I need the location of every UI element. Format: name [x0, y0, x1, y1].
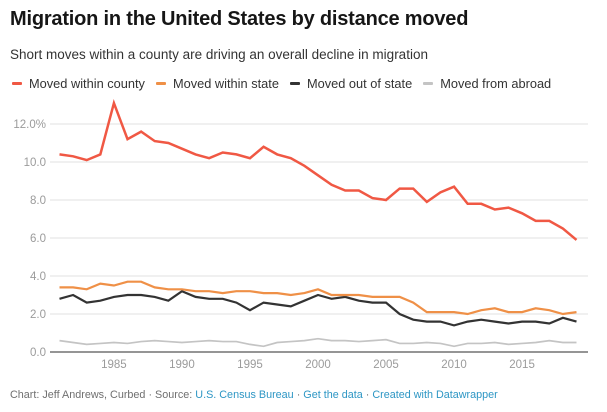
footer-separator: ·: [296, 389, 301, 401]
x-tick-label: 2010: [441, 359, 467, 371]
chart-title: Migration in the United States by distan…: [10, 8, 469, 30]
footer-separator: ·: [365, 389, 370, 401]
legend-swatch-moved-out-of-state: [289, 82, 300, 85]
legend-item-moved-out-of-state: Moved out of state: [289, 76, 413, 91]
line-chart-plot-area[interactable]: 0.0 2.0 4.0 6.0 8.0 10.0 12.0% 1985 1990 1995 2000…: [0, 95, 607, 385]
footer-source-label: Source:: [155, 389, 193, 401]
footer-source-link[interactable]: U.S. Census Bureau: [195, 389, 294, 401]
x-tick-label: 2015: [509, 359, 535, 371]
legend-item-moved-from-abroad: Moved from abroad: [423, 76, 551, 91]
x-tick-label: 1990: [169, 359, 195, 371]
footer-get-data-link[interactable]: Get the data: [303, 389, 363, 401]
legend-item-moved-within-county: Moved within county: [12, 76, 145, 91]
series-line-moved-from-abroad: [59, 337, 577, 348]
footer-datawrapper-link[interactable]: Created with Datawrapper: [372, 389, 498, 401]
legend-label: Moved from abroad: [440, 76, 552, 91]
series-line-moved-out-of-state: [59, 289, 577, 327]
chart-footer: Chart: Jeff Andrews, Curbed · Source: U.S. …: [10, 389, 501, 401]
y-tick-label: 4.0: [30, 271, 46, 283]
y-tick-label: 8.0: [30, 195, 46, 207]
y-tick-label: 12.0%: [13, 119, 46, 131]
legend-label: Moved within state: [172, 76, 279, 91]
legend: Moved within county Moved within state M…: [12, 76, 562, 91]
chart-subtitle: Short moves within a county are driving …: [10, 47, 428, 62]
legend-swatch-moved-within-county: [12, 82, 22, 85]
x-tick-label: 1985: [101, 359, 127, 371]
legend-item-moved-within-state: Moved within state: [155, 76, 279, 91]
y-tick-label: 0.0: [30, 347, 46, 359]
x-tick-label: 2005: [373, 359, 399, 371]
legend-label: Moved within county: [29, 76, 145, 91]
series-line-moved-within-county: [59, 99, 578, 241]
series-line-moved-within-state: [59, 280, 577, 316]
y-tick-label: 10.0: [24, 157, 46, 169]
legend-swatch-moved-from-abroad: [423, 82, 434, 85]
footer-credit: Chart: Jeff Andrews, Curbed: [10, 389, 146, 401]
legend-swatch-moved-within-state: [155, 82, 166, 85]
x-tick-label: 2000: [305, 359, 331, 371]
footer-separator: ·: [148, 389, 153, 401]
x-tick-label: 1995: [237, 359, 263, 371]
legend-label: Moved out of state: [306, 76, 413, 91]
y-tick-label: 2.0: [30, 309, 46, 321]
y-tick-label: 6.0: [30, 233, 46, 245]
